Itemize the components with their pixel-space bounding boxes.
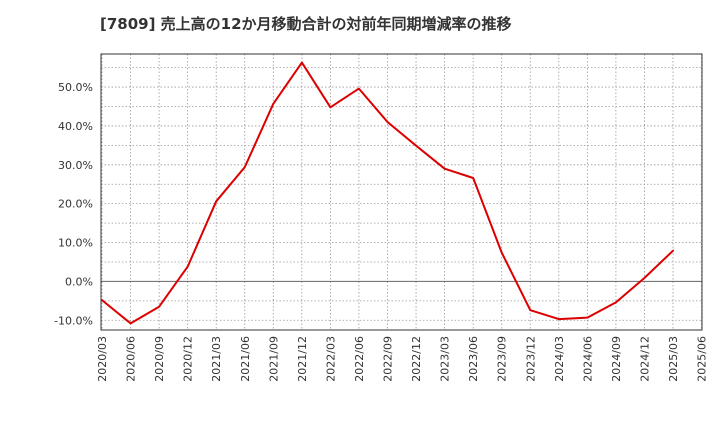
x-tick-label: 2022/09: [382, 336, 395, 382]
y-tick-label: 40.0%: [58, 120, 93, 133]
plot-frame: [100, 53, 703, 331]
x-tick-label: 2022/03: [324, 336, 337, 382]
series-line: [101, 61, 674, 325]
x-tick-label: 2022/06: [353, 336, 366, 382]
x-tick-label: 2024/09: [610, 336, 623, 382]
x-tick-label: 2023/09: [496, 336, 509, 382]
x-tick-label: 2023/12: [524, 336, 537, 382]
plot-background: [101, 54, 702, 330]
series-layer: [101, 61, 674, 325]
x-tick-label: 2020/03: [96, 336, 109, 382]
x-tick-label: 2021/09: [267, 336, 280, 382]
chart-title: [7809] 売上高の12か月移動合計の対前年同期増減率の推移: [100, 15, 512, 33]
x-tick-label: 2025/06: [696, 336, 709, 382]
x-tick-label: 2020/12: [182, 336, 195, 382]
y-axis-labels: 50.0% 40.0% 30.0% 20.0% 10.0% 0.0% -10.0%: [54, 81, 93, 327]
vertical-gridlines: [101, 54, 702, 330]
x-tick-label: 2024/06: [581, 336, 594, 382]
x-axis-labels: 2020/03 2020/06 2020/09 2020/12 2021/03 2021/…: [96, 336, 709, 382]
x-tick-label: 2023/06: [467, 336, 480, 382]
y-tick-label: 50.0%: [58, 81, 93, 94]
x-tick-label: 2024/03: [553, 336, 566, 382]
y-tick-label: -10.0%: [54, 314, 93, 327]
x-tick-label: 2021/06: [239, 336, 252, 382]
y-tick-label: 20.0%: [58, 198, 93, 211]
y-tick-label: 0.0%: [65, 275, 93, 288]
x-tick-label: 2021/12: [296, 336, 309, 382]
x-tick-label: 2022/12: [410, 336, 423, 382]
x-tick-label: 2020/06: [125, 336, 138, 382]
y-tick-label: 30.0%: [58, 159, 93, 172]
x-tick-label: 2025/03: [667, 336, 680, 382]
x-tick-label: 2023/03: [439, 336, 452, 382]
x-tick-label: 2021/03: [210, 336, 223, 382]
x-tick-label: 2024/12: [638, 336, 651, 382]
x-tick-label: 2020/09: [153, 336, 166, 382]
y-tick-label: 10.0%: [58, 237, 93, 250]
horizontal-gridlines: [101, 67, 702, 321]
